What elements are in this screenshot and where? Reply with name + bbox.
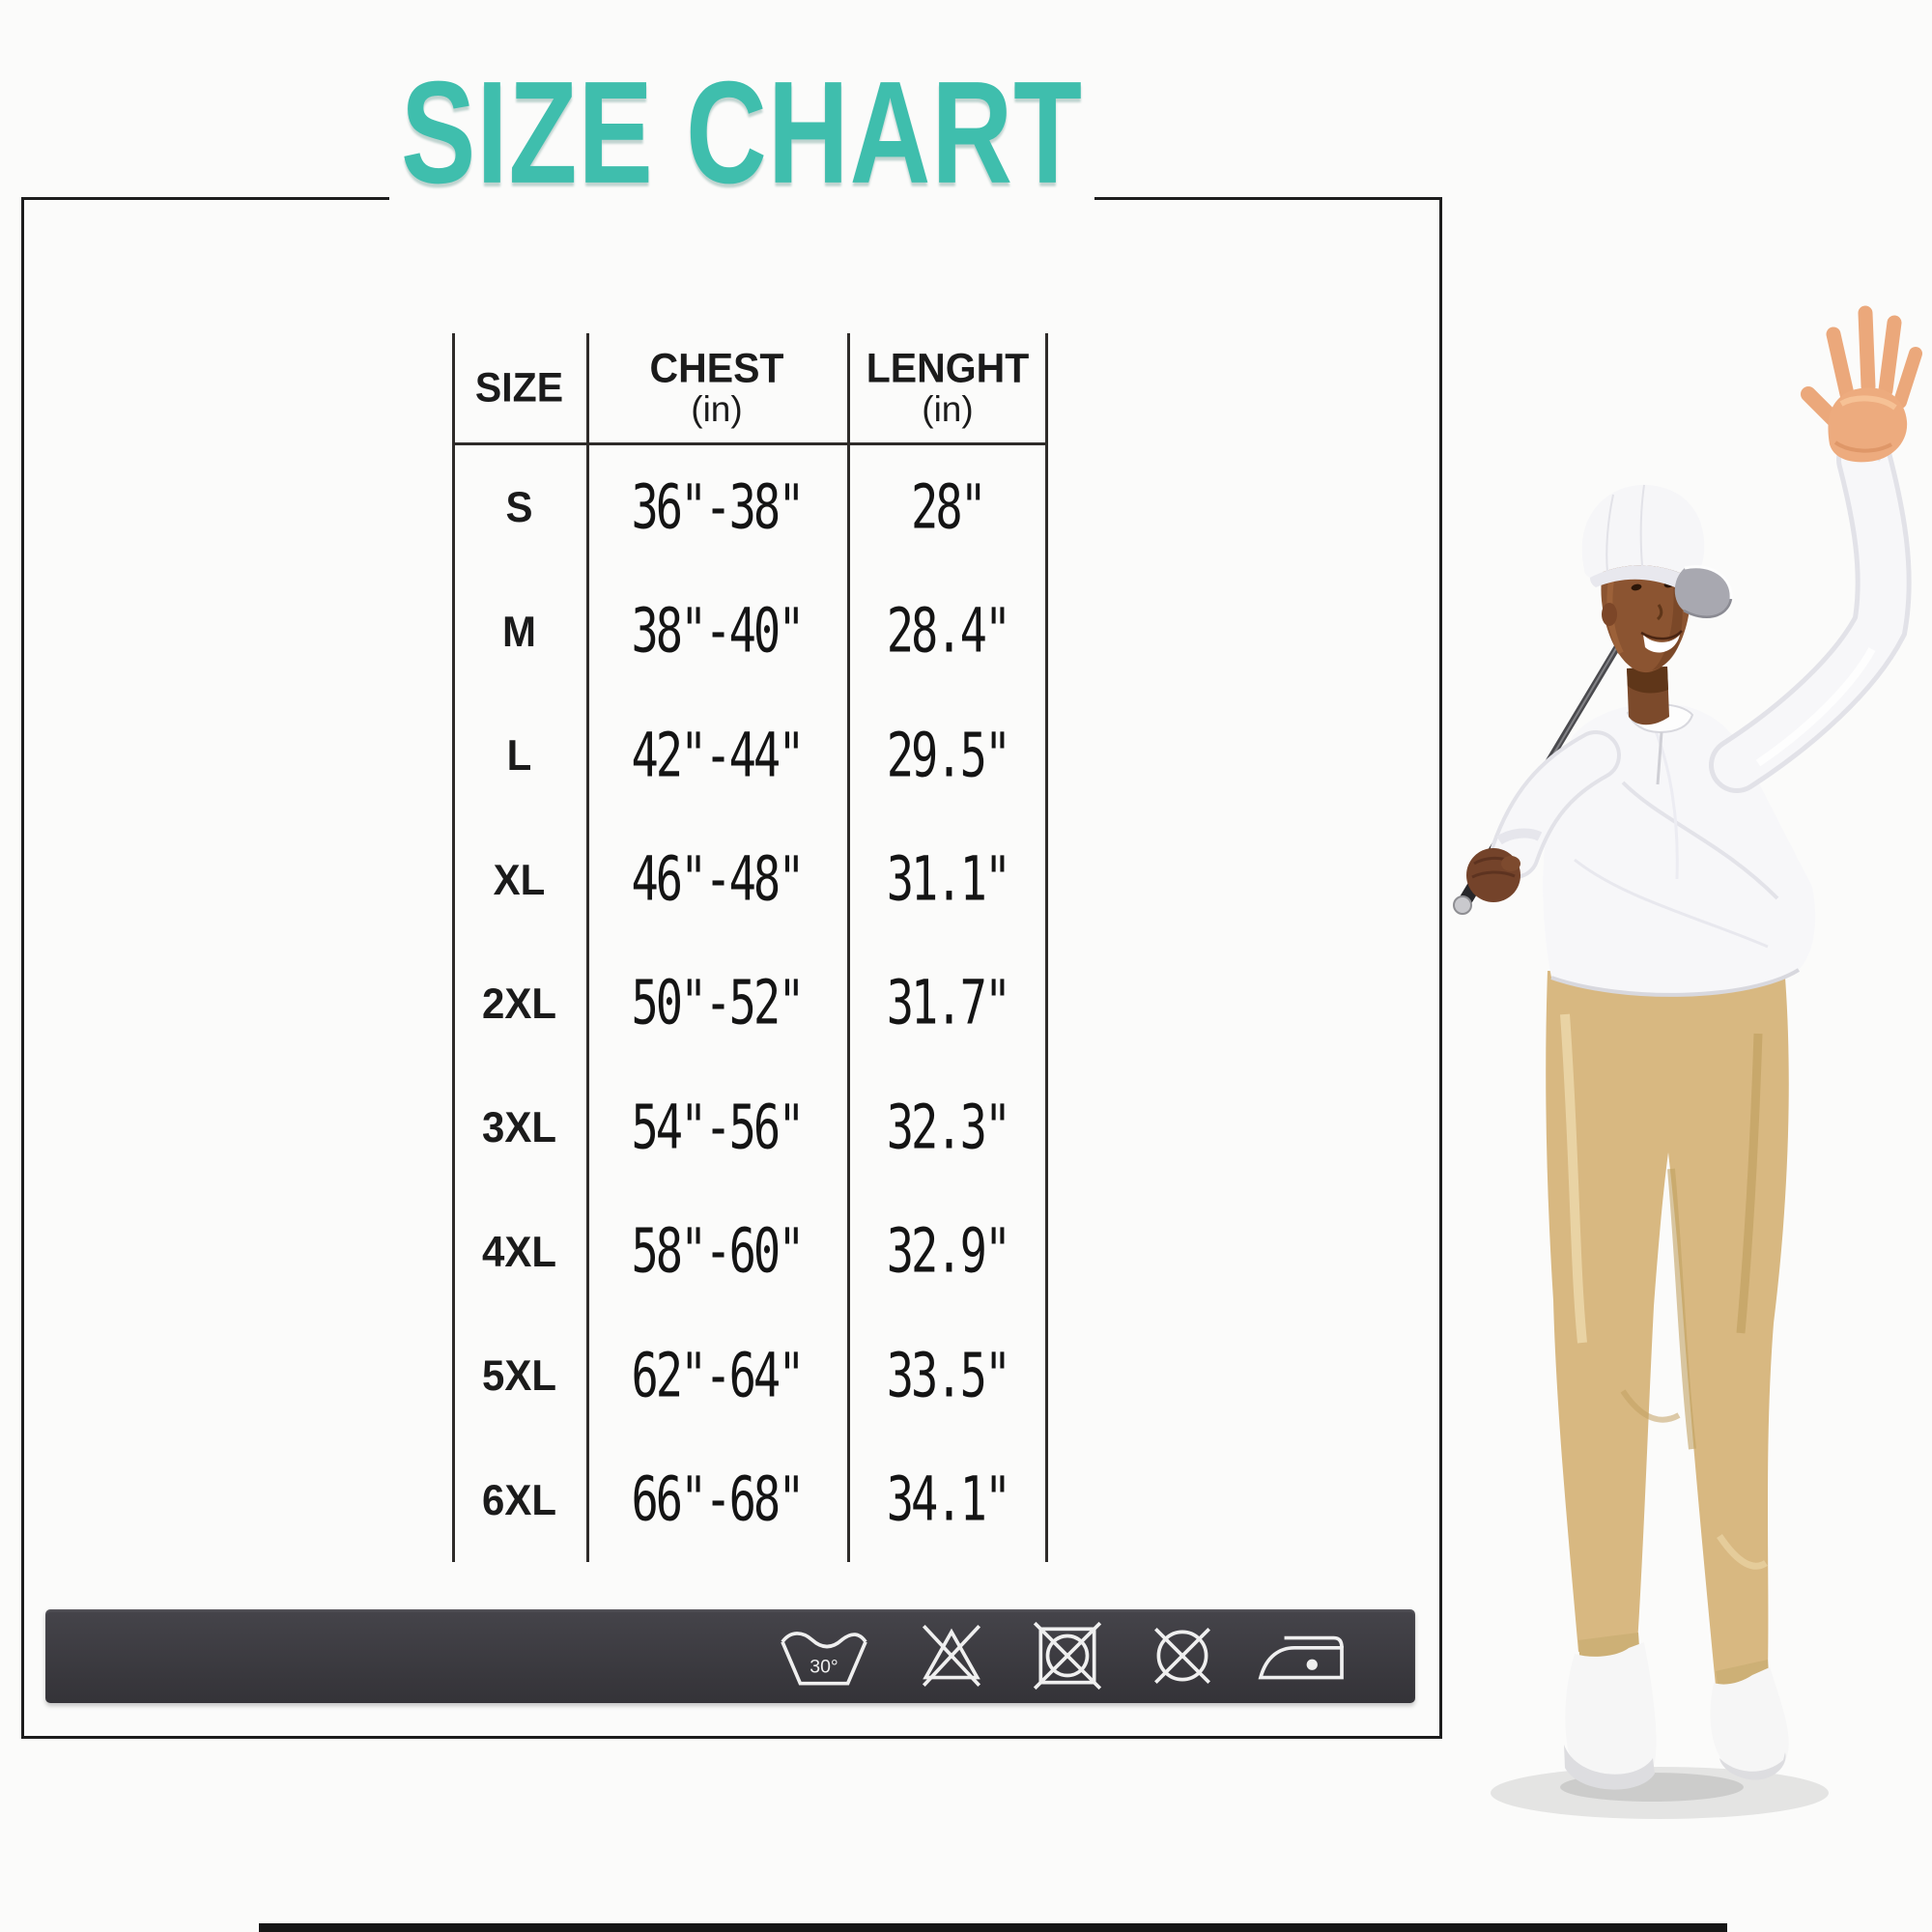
page-title: SIZE CHART [389,50,1094,216]
size-cell: 5XL [481,1350,557,1400]
header-underline [452,442,1048,445]
length-cell: 32.9" [886,1215,1011,1288]
golfer-man-illustration [1453,305,1922,1819]
do-not-tumble-dry-icon [1033,1621,1102,1690]
table-row: 3XL 54"-56" 32.3" [452,1065,1048,1189]
size-cell: S [505,482,533,531]
table-row: M 38"-40" 28.4" [452,569,1048,693]
table-row: 2XL 50"-52" 31.7" [452,942,1048,1065]
raised-arm [1709,432,1912,793]
header-length-label: LENGHT [866,345,1030,391]
length-cell: 28" [911,471,987,544]
size-cell: M [502,607,536,656]
table-row: XL 46"-48" 31.1" [452,817,1048,941]
chest-cell: 38"-40" [631,595,805,668]
length-cell: 28.4" [886,595,1011,668]
chest-cell: 54"-56" [631,1092,805,1164]
header-length-unit: (in) [922,389,974,429]
length-cell: 31.1" [886,843,1011,916]
bottom-crop-line [259,1923,1727,1932]
white-cap [1581,484,1733,618]
header-size: SIZE [452,333,586,442]
size-cell: 6XL [481,1475,557,1524]
length-cell: 34.1" [886,1463,1011,1536]
chest-cell: 62"-64" [631,1340,805,1412]
chest-cell: 50"-52" [631,968,805,1039]
size-cell: 3XL [481,1102,557,1151]
chest-cell: 46"-48" [631,843,805,916]
left-fist [1466,848,1520,902]
do-not-bleach-icon [922,1624,981,1688]
table-border-right [1045,333,1048,1562]
header-chest-label: CHEST [649,345,784,391]
page-title-text: SIZE CHART [401,50,1083,214]
table-row: 6XL 66"-68" 34.1" [452,1438,1048,1562]
waving-hand [1801,305,1922,463]
table-row: L 42"-44" 29.5" [452,694,1048,817]
table-body: S 36"-38" 28" M 38"-40" 28.4" L 42"-44" … [452,445,1048,1562]
iron-icon [1258,1635,1344,1680]
header-chest-unit: (in) [691,389,743,429]
size-cell: L [506,730,532,780]
khaki-pants [1546,971,1789,1696]
ear [1602,603,1617,626]
chest-cell: 66"-68" [631,1463,805,1536]
white-sneakers [1564,1642,1789,1790]
length-cell: 33.5" [886,1340,1011,1412]
length-cell: 32.3" [886,1092,1011,1164]
size-table: SIZE CHEST (in) LENGHT (in) S 36"-38" 28… [452,333,1048,1562]
chest-cell: 58"-60" [631,1215,805,1288]
size-cell: 2XL [481,979,557,1028]
header-size-label: SIZE [474,364,564,411]
header-chest: CHEST (in) [586,333,847,442]
zipper-line [1656,731,1663,785]
table-row: 5XL 62"-64" 33.5" [452,1314,1048,1437]
chest-cell: 36"-38" [631,471,805,544]
do-not-dry-clean-icon [1154,1628,1210,1684]
cap-brim [1674,566,1732,617]
cuff [1496,828,1543,845]
table-divider-2 [847,333,850,1562]
size-cell: XL [493,855,546,903]
length-cell: 29.5" [886,720,1011,791]
left-arm [1466,730,1621,902]
table-row: 4XL 58"-60" 32.9" [452,1190,1048,1314]
care-instructions-bar: 30° [45,1609,1415,1703]
table-divider-1 [586,333,589,1562]
header-length: LENGHT (in) [847,333,1048,442]
svg-text:30°: 30° [810,1656,838,1677]
table-row: S 36"-38" 28" [452,445,1048,569]
wash-30-icon: 30° [781,1632,867,1686]
length-cell: 31.7" [886,968,1011,1039]
size-cell: 4XL [481,1227,557,1276]
table-header-row: SIZE CHEST (in) LENGHT (in) [452,333,1048,442]
ground-shadow [1491,1767,1829,1819]
chest-cell: 42"-44" [631,720,805,791]
table-border-left [452,333,455,1562]
